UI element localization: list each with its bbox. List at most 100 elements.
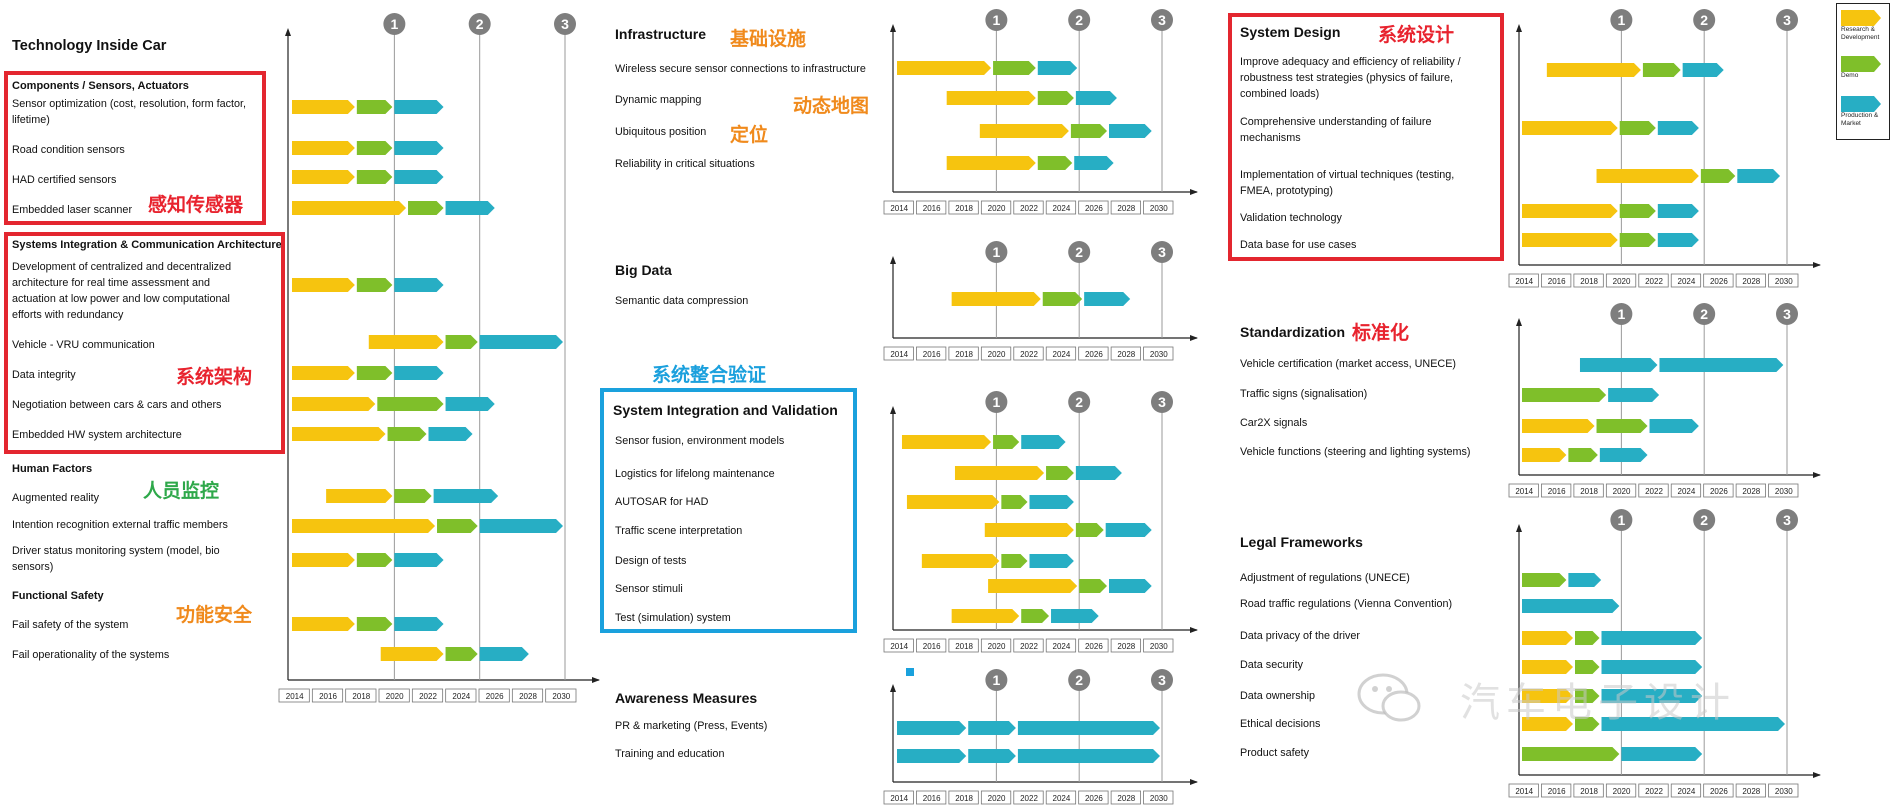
tick-label: 2016 [319, 692, 337, 701]
row-label: Implementation of virtual techniques (te… [1240, 169, 1455, 197]
milestone-marker [1068, 241, 1091, 263]
phase-bar-rd [292, 170, 355, 184]
milestone-label: 2 [476, 16, 484, 32]
tick-label: 2024 [1678, 277, 1696, 286]
phase-bar-rd [1522, 121, 1618, 135]
phase-bar-rd [906, 495, 1000, 509]
row-label: PR & marketing (Press, Events) [615, 720, 768, 732]
tick-label: 2018 [955, 350, 973, 359]
phase-bar-prod [1109, 579, 1152, 593]
system-integration-frame [600, 388, 857, 633]
phase-bar-rd [946, 156, 1036, 170]
phase-bar-prod [394, 553, 444, 567]
tick-box [1541, 783, 1572, 798]
tick-box [1735, 483, 1766, 498]
phase-bar-prod [1608, 388, 1660, 402]
annotation-positioning: 定位 [730, 124, 769, 146]
tick-box [1045, 200, 1077, 215]
phase-bar-rd [292, 553, 355, 567]
phase-bar-prod [1657, 233, 1699, 247]
y-axis-arrow [890, 684, 896, 692]
tick-box [1143, 638, 1174, 653]
row-label: Embedded HW system architecture [12, 429, 182, 441]
phase-bar-rd [984, 523, 1074, 537]
legend-label: Research & Development [1841, 26, 1880, 41]
phase-bar-prod [1029, 495, 1074, 509]
phase-bar-prod [394, 100, 444, 114]
tick-label: 2022 [1645, 277, 1663, 286]
milestone-marker [1776, 303, 1798, 325]
phase-bar-rd [380, 647, 444, 661]
phase-bar-demo [1522, 573, 1567, 587]
phase-bar-demo [1642, 63, 1681, 77]
phase-bar-demo [356, 141, 393, 155]
tick-label: 2020 [988, 642, 1006, 651]
phase-bar-demo [1046, 466, 1074, 480]
row-label: Validation technology [1240, 212, 1342, 224]
x-axis-arrow [592, 677, 600, 683]
phase-bar-prod [394, 278, 444, 292]
milestone-label: 2 [1075, 394, 1083, 410]
milestone-marker [1610, 303, 1633, 325]
tick-box [948, 638, 979, 653]
tick-label: 2026 [1710, 487, 1728, 496]
tick-label: 2018 [1580, 277, 1598, 286]
awareness-title: Awareness Measures [615, 690, 758, 706]
row-label: Semantic data compression [615, 295, 749, 307]
phase-bar-demo [1021, 609, 1050, 623]
standardization-title: Standardization [1240, 324, 1346, 340]
annotation-integration: 系统整合验证 [652, 364, 767, 386]
row-label: Sensor optimization (cost, resolution, f… [12, 98, 247, 126]
tick-box [545, 688, 577, 703]
phase-bar-prod [479, 519, 563, 533]
row-label: Vehicle functions (steering and lighting… [1240, 446, 1471, 458]
phase-bar-rd [292, 519, 436, 533]
tick-box [1605, 273, 1637, 288]
phase-bar-demo [993, 61, 1036, 75]
phase-bar-prod [394, 617, 444, 631]
system-design-title: System Design [1240, 24, 1341, 40]
tick-box [1045, 638, 1077, 653]
tick-label: 2030 [552, 692, 570, 701]
phase-bar-rd [368, 335, 444, 349]
milestone-marker [985, 391, 1008, 413]
milestone-label: 2 [1700, 12, 1708, 28]
tick-label: 2020 [988, 204, 1006, 213]
tick-label: 2028 [519, 692, 537, 701]
tick-label: 2022 [1020, 204, 1038, 213]
phase-bar-demo [1596, 419, 1648, 433]
tick-label: 2022 [1020, 350, 1038, 359]
tick-box [1013, 638, 1044, 653]
legend-swatch-rd [1841, 10, 1881, 26]
tick-box [916, 638, 947, 653]
phase-bar-rd [946, 91, 1036, 105]
phase-bar-demo [1075, 523, 1104, 537]
tick-label: 2026 [1085, 350, 1103, 359]
tick-label: 2028 [1742, 787, 1760, 796]
row-label: Logistics for lifelong maintenance [615, 468, 775, 480]
big-data-title: Big Data [615, 262, 672, 278]
phase-bar-prod [1109, 124, 1152, 138]
row-label: Dynamic mapping [615, 94, 702, 106]
tick-label: 2014 [890, 794, 908, 803]
phase-bar-prod [1029, 554, 1074, 568]
infrastructure-title: Infrastructure [615, 26, 707, 42]
phase-bar-rd [1596, 169, 1699, 183]
milestone-label: 3 [1158, 244, 1166, 260]
tick-label: 2026 [1710, 787, 1728, 796]
tick-box [1768, 483, 1799, 498]
x-axis-arrow [1190, 335, 1198, 341]
milestone-label: 2 [1075, 672, 1083, 688]
tick-box [883, 346, 914, 361]
tick-label: 2016 [1548, 787, 1566, 796]
x-axis-arrow [1813, 772, 1821, 778]
tick-box [1670, 483, 1702, 498]
tick-box [980, 200, 1012, 215]
legend: Research & Development Demo Production &… [1836, 3, 1890, 140]
milestone-marker [1693, 509, 1716, 531]
phase-bar-demo [1522, 747, 1620, 761]
y-axis-arrow [1516, 24, 1522, 32]
phase-bar-rd [292, 617, 355, 631]
milestone-marker [1693, 303, 1716, 325]
milestone-marker [1151, 391, 1173, 413]
